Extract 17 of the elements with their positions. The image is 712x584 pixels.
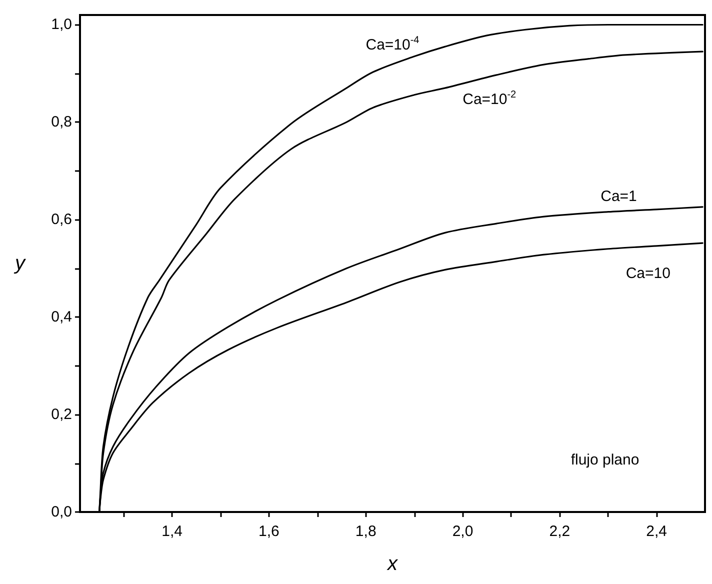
series-label: Ca=1 bbox=[600, 188, 637, 205]
series-label: Ca=10 bbox=[626, 264, 670, 282]
y-tick-label: 0,2 bbox=[51, 406, 72, 424]
x-tick-label: 2,2 bbox=[549, 523, 570, 540]
y-tick-label: 0,4 bbox=[51, 308, 72, 326]
x-axis-title: x bbox=[386, 553, 398, 575]
x-tick-label: 1,4 bbox=[162, 523, 182, 540]
x-tick-label: 1,8 bbox=[355, 523, 376, 540]
y-tick-label: 0,8 bbox=[51, 114, 72, 131]
x-tick-label: 2,4 bbox=[646, 523, 667, 540]
y-tick-label: 0,6 bbox=[51, 211, 72, 228]
x-tick-label: 1,6 bbox=[258, 523, 280, 540]
y-axis-title: y bbox=[13, 252, 26, 274]
y-tick-label: 1,0 bbox=[51, 16, 72, 34]
y-tick-label: 0,0 bbox=[51, 504, 72, 520]
annotation: flujo plano bbox=[570, 451, 640, 468]
x-tick-label: 2,0 bbox=[452, 523, 474, 540]
